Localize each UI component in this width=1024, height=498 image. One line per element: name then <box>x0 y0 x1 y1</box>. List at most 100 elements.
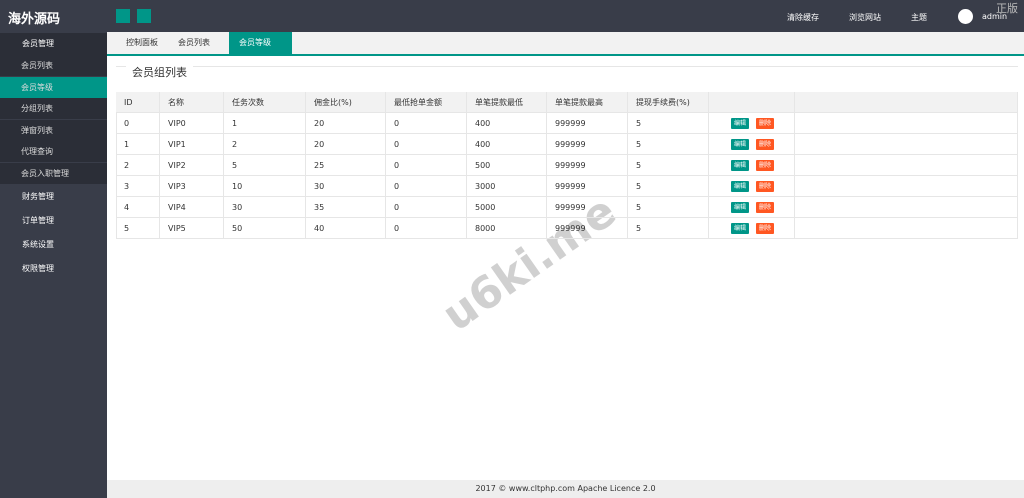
table-cell: 5 <box>628 176 709 197</box>
table-cell <box>709 134 795 155</box>
table-cell: 0 <box>386 197 467 218</box>
menu-item[interactable]: 分组列表 <box>0 98 107 119</box>
menu-item[interactable]: 会员入职管理 <box>0 162 107 184</box>
table-cell: 5 <box>116 218 160 239</box>
menu-group[interactable]: 权限管理 <box>22 264 54 273</box>
table-cell <box>795 155 1018 176</box>
table-cell: 30 <box>224 197 306 218</box>
header-cell <box>795 92 1018 113</box>
tab[interactable]: 会员列表 <box>178 38 210 47</box>
table-cell: 5000 <box>467 197 547 218</box>
table-cell: VIP0 <box>160 113 224 134</box>
avatar[interactable] <box>958 9 973 24</box>
divider <box>116 66 1018 67</box>
edit-button[interactable]: 编辑 <box>731 223 750 234</box>
menu-group[interactable]: 财务管理 <box>22 192 54 201</box>
table-cell: 5 <box>628 197 709 218</box>
table-cell: 0 <box>386 155 467 176</box>
table-cell: VIP1 <box>160 134 224 155</box>
table-cell: 20 <box>306 113 386 134</box>
table-cell: 1 <box>224 113 306 134</box>
table-cell: 999999 <box>547 113 628 134</box>
fullscreen-button[interactable] <box>137 9 151 23</box>
table-cell: 0 <box>386 218 467 239</box>
menu-group[interactable]: 系统设置 <box>22 240 54 249</box>
tab[interactable]: 会员等级 <box>229 32 292 54</box>
table-cell: 3000 <box>467 176 547 197</box>
table-cell: 10 <box>224 176 306 197</box>
header-cell: 佣金比(%) <box>306 92 386 113</box>
table-cell: 1 <box>116 134 160 155</box>
header-cell: ID <box>116 92 160 113</box>
table-cell: 5 <box>628 134 709 155</box>
delete-button[interactable]: 删除 <box>756 160 775 171</box>
menu-toggle[interactable] <box>116 9 130 23</box>
delete-button[interactable]: 删除 <box>756 139 775 150</box>
edit-button[interactable]: 编辑 <box>731 181 750 192</box>
header-cell <box>709 92 795 113</box>
edit-button[interactable]: 编辑 <box>731 118 750 129</box>
table-cell: 999999 <box>547 197 628 218</box>
table-cell <box>709 113 795 134</box>
logo: 海外源码 <box>8 12 61 27</box>
badge: 正版 <box>996 2 1018 15</box>
header-link[interactable]: 浏览网站 <box>849 13 881 22</box>
header-cell: 最低抢单金额 <box>386 92 467 113</box>
header-cell: 单笔提款最低 <box>467 92 547 113</box>
tab[interactable]: 控制面板 <box>126 38 158 47</box>
delete-button[interactable]: 删除 <box>756 223 775 234</box>
table-cell: 4 <box>116 197 160 218</box>
table-cell: 5 <box>628 218 709 239</box>
menu-group[interactable]: 订单管理 <box>22 216 54 225</box>
table-cell <box>709 155 795 176</box>
menu-item[interactable]: 弹窗列表 <box>0 119 107 141</box>
table-cell: VIP4 <box>160 197 224 218</box>
edit-button[interactable]: 编辑 <box>731 139 750 150</box>
delete-button[interactable]: 删除 <box>756 202 775 213</box>
menu-item[interactable]: 会员列表 <box>0 55 107 76</box>
table-cell: 0 <box>386 176 467 197</box>
header-cell: 提现手续费(%) <box>628 92 709 113</box>
table-cell: 25 <box>306 155 386 176</box>
header-cell: 任务次数 <box>224 92 306 113</box>
table-cell: 5 <box>628 113 709 134</box>
user-name[interactable]: admin <box>982 12 1008 21</box>
table-cell: 999999 <box>547 218 628 239</box>
table-cell: 5 <box>628 155 709 176</box>
table-cell <box>709 197 795 218</box>
table-cell: VIP3 <box>160 176 224 197</box>
edit-button[interactable]: 编辑 <box>731 160 750 171</box>
table-cell: 400 <box>467 113 547 134</box>
top-bar <box>0 0 1024 32</box>
header-cell: 名称 <box>160 92 224 113</box>
header-link[interactable]: 清除缓存 <box>787 13 819 22</box>
delete-button[interactable]: 删除 <box>756 181 775 192</box>
table-cell: 999999 <box>547 176 628 197</box>
table-cell: 500 <box>467 155 547 176</box>
table-cell: 30 <box>306 176 386 197</box>
delete-button[interactable]: 删除 <box>756 118 775 129</box>
table-cell: 5 <box>224 155 306 176</box>
table-cell: 0 <box>386 113 467 134</box>
table-cell: 2 <box>116 155 160 176</box>
table-cell: 999999 <box>547 134 628 155</box>
menu-item[interactable]: 代理查询 <box>0 141 107 162</box>
table-cell: 40 <box>306 218 386 239</box>
table-cell: 20 <box>306 134 386 155</box>
table-cell: VIP5 <box>160 218 224 239</box>
table-cell <box>709 218 795 239</box>
table-cell: 35 <box>306 197 386 218</box>
section-title: 会员组列表 <box>126 64 193 80</box>
menu-group[interactable]: 会员管理 <box>0 33 107 55</box>
table-cell: 2 <box>224 134 306 155</box>
table-cell: 0 <box>386 134 467 155</box>
header-link[interactable]: 主题 <box>911 13 927 22</box>
table-cell <box>709 176 795 197</box>
table-cell: 8000 <box>467 218 547 239</box>
table-cell <box>795 218 1018 239</box>
menu-item[interactable]: 会员等级 <box>0 76 107 98</box>
table-cell: 999999 <box>547 155 628 176</box>
edit-button[interactable]: 编辑 <box>731 202 750 213</box>
table-cell: 50 <box>224 218 306 239</box>
